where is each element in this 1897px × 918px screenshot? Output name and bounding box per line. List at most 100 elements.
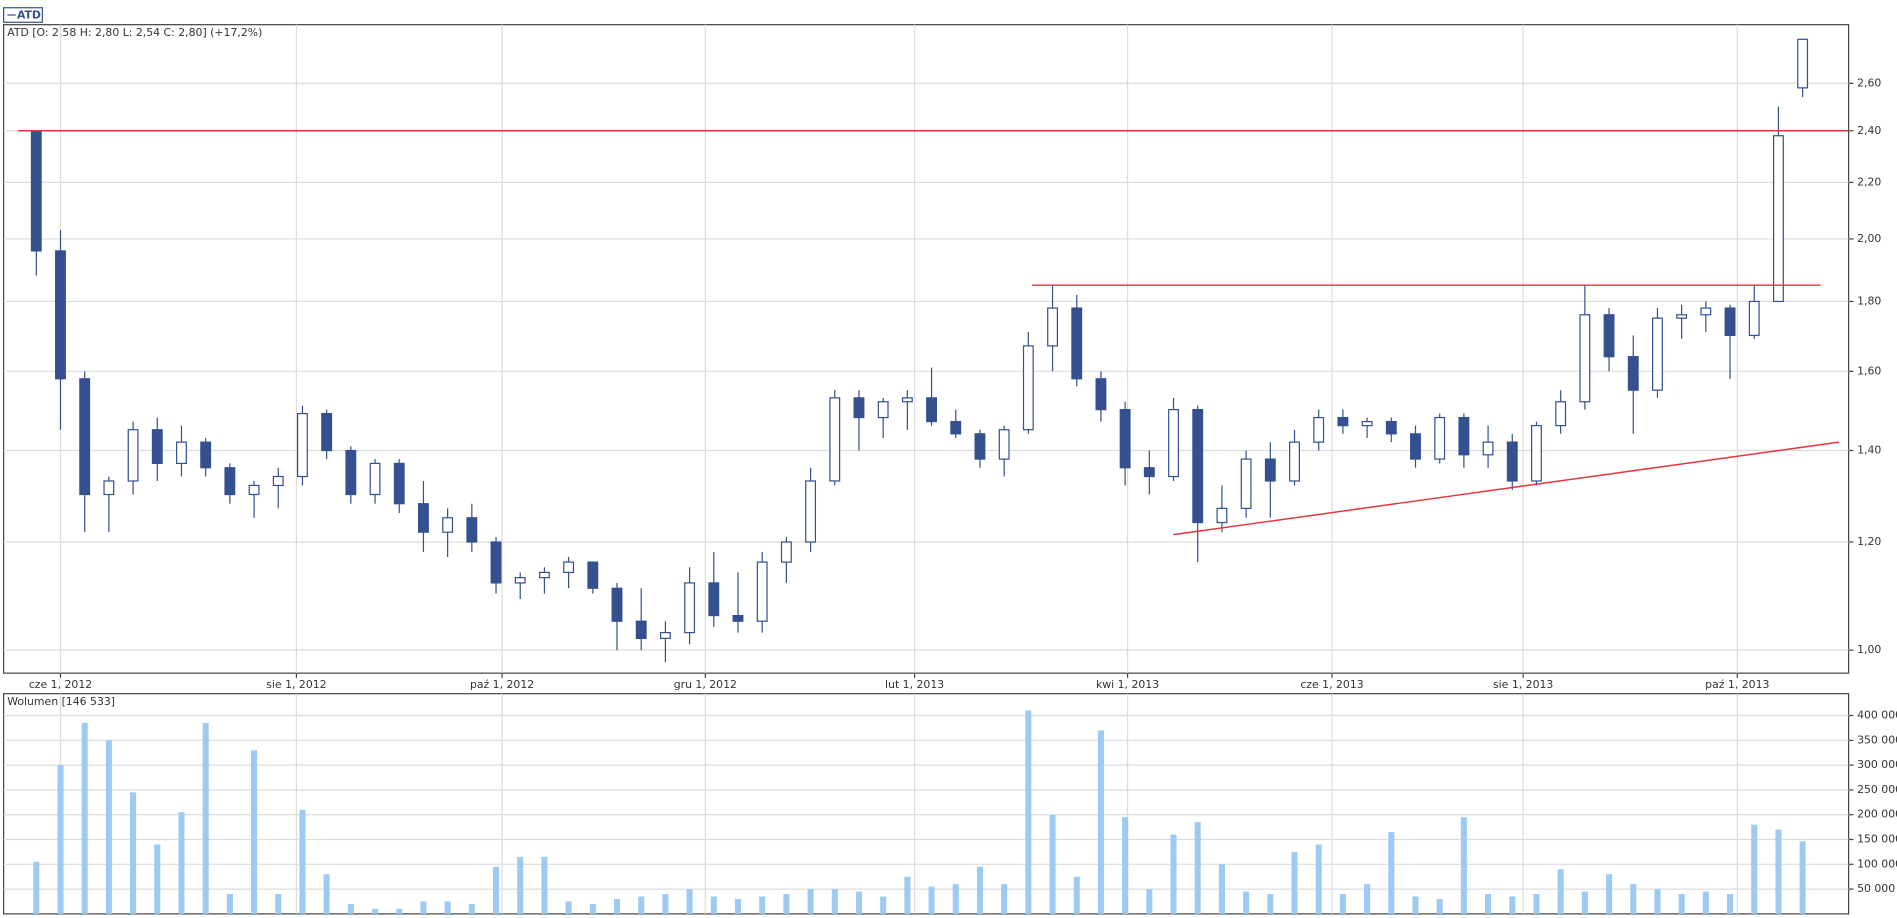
x-tick-label: lut 1, 2013 <box>885 678 944 691</box>
candle-body <box>1627 356 1639 391</box>
candle-body <box>1264 458 1276 482</box>
candle-body <box>1652 317 1663 391</box>
y-tick-label: 2,40 <box>1857 124 1881 137</box>
candle-body <box>1337 416 1349 427</box>
volume-bar <box>1557 869 1564 914</box>
y-tick-label: 2,00 <box>1857 232 1881 245</box>
volume-bar <box>904 876 911 914</box>
candle-body <box>1724 307 1736 336</box>
candle-body <box>1168 409 1179 478</box>
candle-body <box>538 571 550 579</box>
volume-bar <box>1412 896 1419 914</box>
candle-body <box>1095 378 1107 411</box>
candle-body <box>490 541 502 584</box>
candle-body <box>998 429 1010 460</box>
volume-bar <box>928 886 935 914</box>
y-tick-label: 1,00 <box>1857 643 1881 656</box>
candle-body <box>345 449 357 496</box>
candle-body <box>611 587 623 622</box>
candle-body <box>55 250 66 380</box>
volume-bar <box>396 908 403 914</box>
volume-bar <box>517 856 524 914</box>
candle-body <box>1143 467 1155 478</box>
volume-bar <box>1799 841 1806 914</box>
volume-bar <box>1243 891 1250 914</box>
candle-body <box>1289 441 1300 482</box>
candle-body <box>442 517 454 533</box>
volume-bar <box>1267 894 1274 914</box>
candle-body <box>684 582 696 634</box>
y-tick-label: 200 000 <box>1857 808 1897 821</box>
volume-bar <box>734 899 742 914</box>
candle-body <box>1458 416 1470 456</box>
y-tick-label: 1,20 <box>1857 535 1881 548</box>
candle-body <box>877 401 889 419</box>
volume-bar <box>807 889 814 914</box>
volume-bar <box>1194 822 1201 914</box>
y-tick-label: 100 000 <box>1857 857 1897 870</box>
volume-bar <box>81 722 88 914</box>
volume-bar <box>299 809 306 914</box>
volume-bar <box>613 899 621 914</box>
candle-body <box>1313 416 1325 443</box>
candle-body <box>224 467 236 496</box>
price-panel <box>3 24 1850 674</box>
volume-bar <box>347 903 354 914</box>
candle-body <box>1676 314 1688 319</box>
y-tick-label: 350 000 <box>1857 733 1897 746</box>
volume-bar <box>1339 894 1346 914</box>
volume-bar <box>952 884 959 914</box>
volume-bar <box>1702 891 1709 914</box>
volume-bar <box>1001 884 1008 914</box>
volume-bar <box>686 889 693 914</box>
volume-bar <box>710 896 717 914</box>
legend-label[interactable]: ATD <box>17 9 41 22</box>
volume-bar <box>855 891 862 914</box>
candle-body <box>635 620 647 640</box>
y-tick-label: 2,20 <box>1857 175 1881 188</box>
chart-title: ATD [O: 2,58 H: 2,80 L: 2,54 C: 2,80] (+… <box>7 26 262 39</box>
candle-body <box>950 420 962 435</box>
volume-bar <box>33 861 40 914</box>
volume-bar <box>1025 710 1032 914</box>
candle-body <box>974 433 986 460</box>
candle-body <box>1216 507 1228 524</box>
candle-body <box>1700 307 1712 316</box>
volume-bar <box>251 750 258 914</box>
candle-body <box>587 561 599 589</box>
volume-bar <box>493 866 500 914</box>
volume-bar <box>105 740 112 914</box>
volume-bar <box>1678 894 1685 914</box>
candle-body <box>417 503 429 533</box>
candle-body <box>1555 401 1567 427</box>
volume-bar <box>444 901 451 914</box>
volume-bar <box>565 901 572 914</box>
candle-body <box>1506 441 1518 482</box>
volume-bar <box>154 844 161 914</box>
volume-bar <box>638 896 645 914</box>
candle-body <box>30 130 42 252</box>
candle-body <box>1022 345 1034 431</box>
volume-bar <box>1291 851 1298 914</box>
y-tick-label: 250 000 <box>1857 783 1897 796</box>
volume-bar <box>1388 832 1395 914</box>
candle-body <box>780 541 792 563</box>
y-tick-label: 2,60 <box>1857 76 1881 89</box>
candle-body <box>756 561 768 622</box>
candle-body <box>1748 300 1760 336</box>
candle-body <box>200 441 212 469</box>
candle-body <box>1482 441 1494 456</box>
candle-body <box>659 632 671 640</box>
legend-box[interactable] <box>3 7 43 23</box>
volume-bar <box>1073 876 1080 914</box>
candle-body <box>1579 314 1591 403</box>
y-tick-label: 1,80 <box>1857 294 1881 307</box>
volume-bar <box>1485 894 1492 914</box>
volume-bar <box>662 894 669 914</box>
volume-bar <box>880 896 887 914</box>
candle-body <box>1071 307 1083 380</box>
candle-body <box>369 462 381 496</box>
volume-bar <box>323 874 330 914</box>
candle-body <box>176 441 187 464</box>
